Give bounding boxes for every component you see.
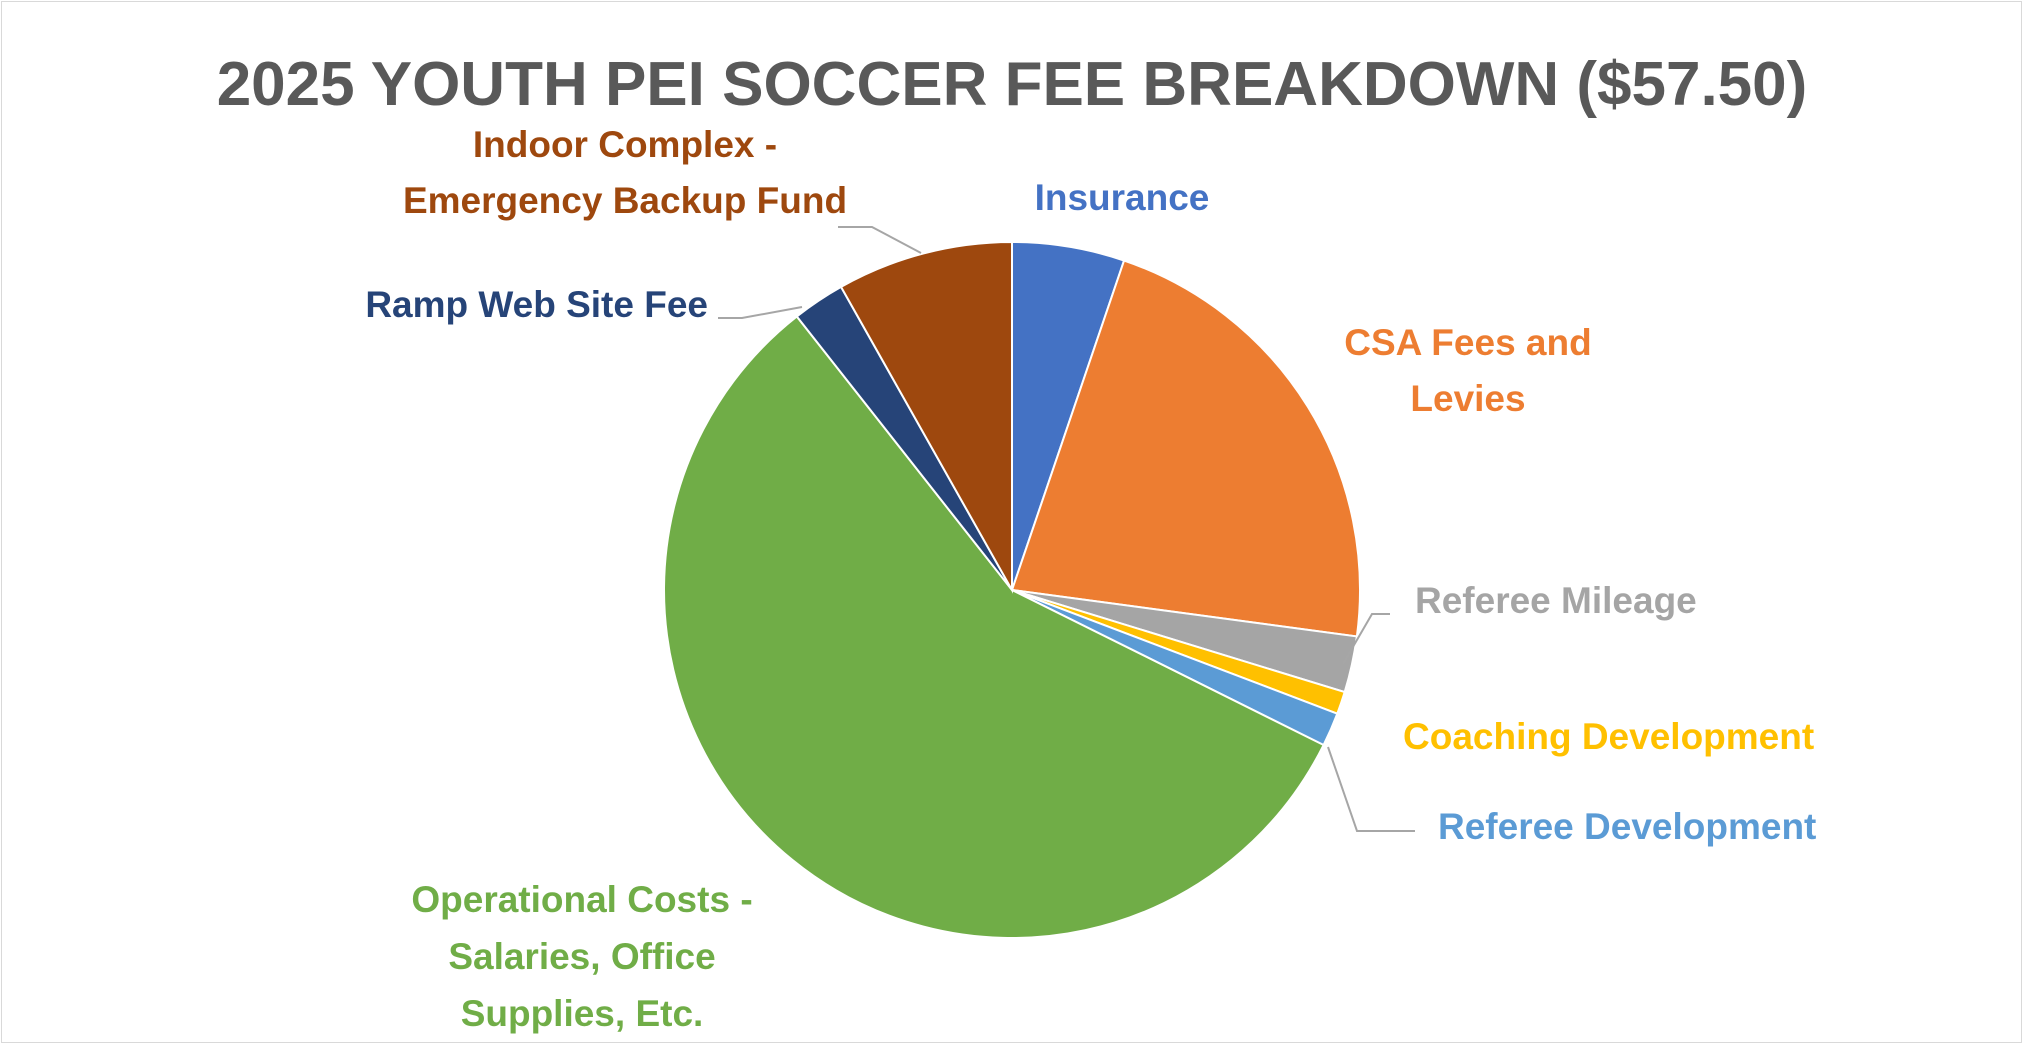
leader-line-indoor-complex-emergency-backup-fund (838, 226, 922, 254)
pie-slice-indoor-complex-emergency-backup-fund (839, 240, 1013, 594)
data-label-referee-mileage: Referee Mileage (1415, 580, 1697, 621)
data-label-insurance: Insurance (1035, 177, 1210, 218)
data-labels: Insurance CSA Fees and Levies Referee Milea… (365, 124, 1816, 1034)
pie-slice-csa-fees-and-levies (1010, 259, 1362, 638)
data-label-referee-development: Referee Development (1438, 806, 1816, 847)
pie-slices (663, 240, 1362, 939)
leader-lines (718, 226, 1415, 832)
leader-line-referee-development (1327, 746, 1415, 832)
data-label-coaching-development: Coaching Development (1403, 716, 1814, 757)
chart-title: 2025 YOUTH PEI SOCCER FEE BREAKDOWN ($57… (217, 50, 1808, 119)
leader-line-referee-mileage (1342, 613, 1390, 665)
data-label-indoor-complex-emergency-backup-fund: Indoor Complex -Emergency Backup Fund (403, 124, 847, 221)
pie-slice-operational-costs-salaries-office-supplies-etc (663, 315, 1325, 939)
data-label-ramp-web-site-fee: Ramp Web Site Fee (365, 284, 708, 325)
data-label-csa-fees-and-levies: CSA Fees and Levies (1344, 322, 1591, 419)
data-label-operational-costs-salaries-office-supplies-etc: Operational Costs -Salaries, Office Suppl… (411, 879, 752, 1034)
leader-line-ramp-web-site-fee (718, 306, 803, 319)
